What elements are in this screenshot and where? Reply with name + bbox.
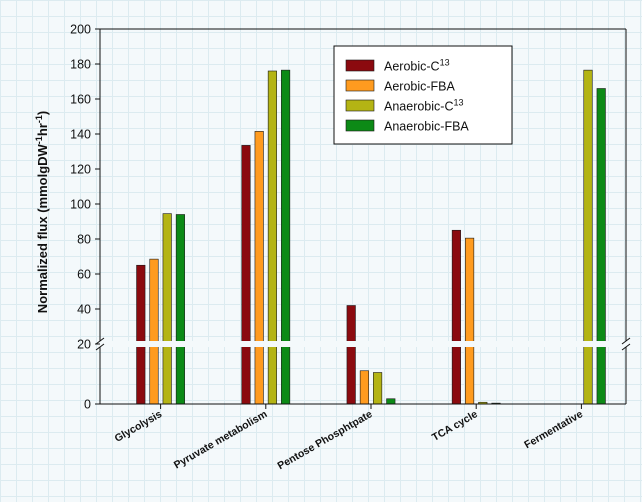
legend-swatch-anaerobic-c13 [345,99,375,112]
y-tick-label: 180 [70,58,91,72]
axis-break-mark [621,337,631,345]
x-tick-label-pentose-phosphtpate: Pentose Phosphtpate [276,408,375,472]
y-tick-label: 80 [77,233,91,247]
bar-anaerobic-fba-pentose-phosphtpate [386,398,396,405]
bar-aerobic-c13-tca-cycle [451,229,461,405]
legend-label-aerobic-c13: Aerobic-C13 [384,58,450,74]
bar-anaerobic-c13-pentose-phosphtpate [373,372,383,405]
bar-aerobic-c13-glycolysis [136,264,146,405]
legend-swatch-anaerobic-fba [345,119,375,132]
y-axis-ticks: 0 20 40 60 80 100 120 140 160 180 200 [70,23,100,412]
y-tick-label: 160 [70,93,91,107]
x-tick-label-glycolysis: Glycolysis [113,408,165,445]
bar-aerobic-fba-glycolysis [149,258,159,405]
legend-label-anaerobic-fba: Anaerobic-FBA [384,120,469,134]
y-tick-label: 120 [70,163,91,177]
x-axis-category-labels: Glycolysis Pyruvate metabolism Pentose Pho… [113,404,585,472]
legend-label-anaerobic-c13: Anaerobic-C13 [384,98,464,114]
bar-aerobic-c13-pyruvate-metabolism [241,145,251,405]
plot-frame [95,28,631,405]
x-tick-label-pyruvate-metabolism: Pyruvate metabolism [172,408,269,471]
axis-break-mark [95,337,105,345]
legend-swatch-aerobic-c13 [345,59,375,72]
bar-anaerobic-c13-glycolysis [162,213,172,405]
y-tick-label: 200 [70,23,91,37]
bar-aerobic-c13-pentose-phosphtpate [346,305,356,405]
bar-anaerobic-c13-pyruvate-metabolism [267,70,277,405]
y-tick-label: 100 [70,198,91,212]
y-tick-label: 0 [84,398,91,412]
axis-break-mark [621,343,631,351]
y-tick-label: 60 [77,268,91,282]
bar-aerobic-fba-tca-cycle [465,237,475,405]
y-tick-label: 20 [77,338,91,352]
bar-aerobic-fba-pentose-phosphtpate [359,370,369,405]
legend-label-aerobic-fba: Aerobic-FBA [384,80,456,94]
legend-swatch-aerobic-fba [345,79,375,92]
y-tick-label: 40 [77,303,91,317]
x-tick-label-tca-cycle: TCA cycle [430,408,480,444]
bar-anaerobic-fba-glycolysis [175,214,185,405]
bar-aerobic-fba-pyruvate-metabolism [254,131,264,405]
bar-anaerobic-c13-fermentative [583,69,593,405]
bar-anaerobic-fba-pyruvate-metabolism [281,69,291,405]
axis-break-band [98,341,628,347]
axis-break-mark [95,343,105,351]
x-tick-label-fermentative: Fermentative [522,408,585,451]
y-tick-label: 140 [70,128,91,142]
y-axis-label: Normalized flux (mmolgDW-1hr-1) [34,111,50,313]
bar-anaerobic-fba-fermentative [596,88,606,405]
legend: Aerobic-C13 Aerobic-FBA Anaerobic-C13 Anaer… [333,45,513,145]
bar-group [136,69,606,405]
